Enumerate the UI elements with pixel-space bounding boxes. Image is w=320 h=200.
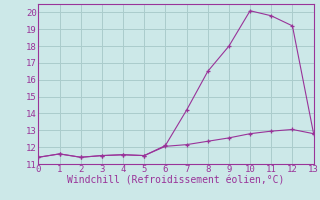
X-axis label: Windchill (Refroidissement éolien,°C): Windchill (Refroidissement éolien,°C) [67,176,285,186]
